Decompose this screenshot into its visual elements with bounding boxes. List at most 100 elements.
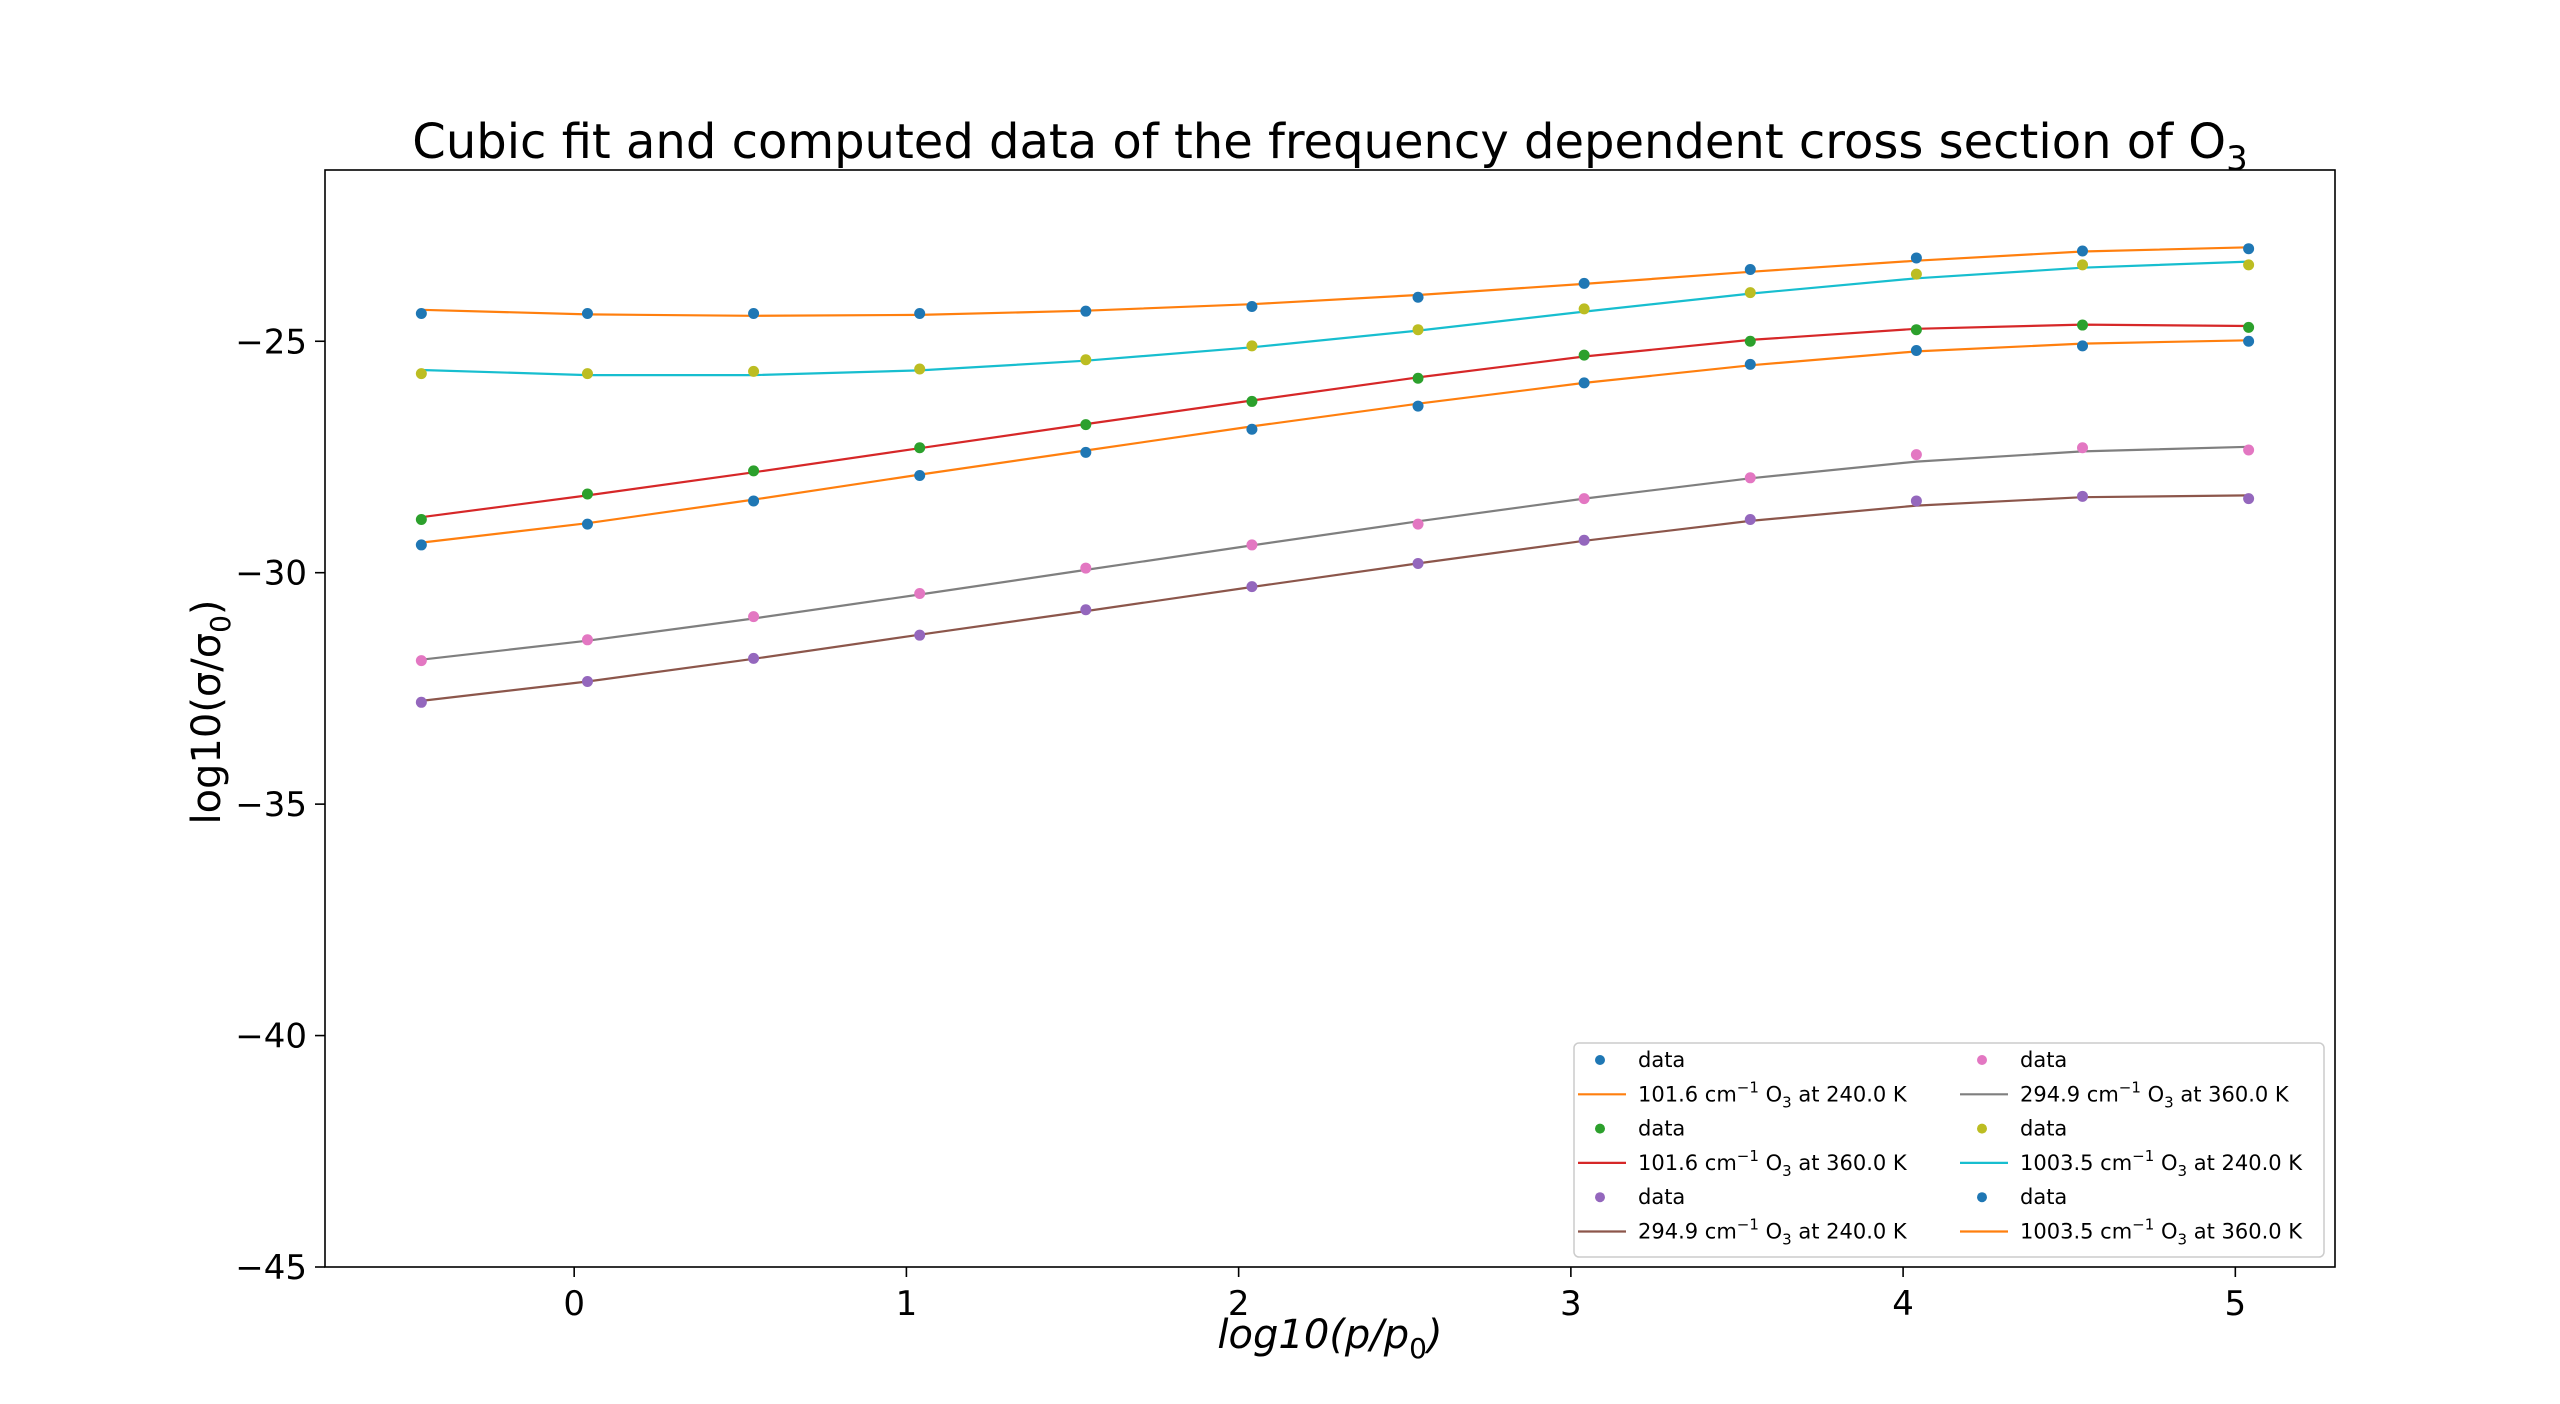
data-point-series-1 xyxy=(2077,319,2089,331)
data-point-series-2 xyxy=(1246,581,1258,593)
legend: data 101.6 cm−1 O3 at 240.0 K data 101.6 … xyxy=(1573,1042,2325,1258)
legend-fit-label-series-1: 101.6 cm−1 O3 at 360.0 K xyxy=(1638,1147,1908,1180)
data-point-series-2 xyxy=(581,675,593,687)
fit-line-series-4 xyxy=(421,260,2249,377)
data-point-series-5 xyxy=(1080,305,1092,317)
data-point-series-4 xyxy=(1246,340,1258,352)
data-point-series-0 xyxy=(1412,400,1424,412)
fit-line-series-2 xyxy=(421,494,2249,702)
data-point-series-0 xyxy=(1246,423,1258,435)
fit-line-series-5 xyxy=(421,246,2249,317)
data-point-series-5 xyxy=(914,307,926,319)
data-point-series-4 xyxy=(914,363,926,375)
data-point-series-0 xyxy=(1080,446,1092,458)
data-point-series-3 xyxy=(1246,539,1258,551)
data-point-series-4 xyxy=(1744,287,1756,299)
legend-data-label-series-0: data xyxy=(1638,1048,1685,1072)
data-point-series-1 xyxy=(1578,349,1590,361)
legend-fit-label-series-2: 294.9 cm−1 O3 at 240.0 K xyxy=(1638,1216,1908,1249)
y-tick-label: −30 xyxy=(235,554,307,594)
data-point-series-0 xyxy=(581,518,593,530)
legend-data-label-series-4: data xyxy=(2020,1117,2067,1141)
data-point-series-5 xyxy=(1578,277,1590,289)
data-point-series-3 xyxy=(914,588,926,600)
legend-data-label-series-1: data xyxy=(1638,1117,1685,1141)
data-point-series-0 xyxy=(2077,340,2089,352)
data-point-series-2 xyxy=(2077,490,2089,502)
data-point-series-1 xyxy=(1744,335,1756,347)
data-point-series-0 xyxy=(2243,335,2255,347)
y-tick-label: −40 xyxy=(235,1017,307,1057)
data-point-series-0 xyxy=(748,495,760,507)
legend-box xyxy=(1573,1042,2325,1258)
legend-marker-series-0 xyxy=(1595,1055,1605,1065)
data-point-series-3 xyxy=(2077,442,2089,454)
data-point-series-1 xyxy=(581,488,593,500)
fit-line-series-1 xyxy=(421,323,2249,519)
legend-marker-series-5 xyxy=(1977,1192,1987,1203)
data-point-series-4 xyxy=(1578,303,1590,315)
data-point-series-2 xyxy=(1910,495,1922,507)
data-point-series-2 xyxy=(1744,513,1756,525)
legend-fit-label-series-3: 294.9 cm−1 O3 at 360.0 K xyxy=(2020,1078,2290,1111)
data-point-series-1 xyxy=(1412,372,1424,384)
data-point-series-3 xyxy=(1080,562,1092,574)
legend-fit-label-series-5: 1003.5 cm−1 O3 at 360.0 K xyxy=(2020,1216,2303,1249)
data-point-series-3 xyxy=(2243,444,2255,456)
data-point-series-4 xyxy=(1412,324,1424,336)
data-point-series-4 xyxy=(2077,259,2089,271)
y-axis-label: log10(σ/σ0) xyxy=(184,599,237,824)
legend-marker-series-2 xyxy=(1595,1192,1605,1203)
data-point-series-5 xyxy=(748,307,760,319)
data-point-series-0 xyxy=(1744,358,1756,370)
legend-data-label-series-5: data xyxy=(2020,1185,2067,1209)
x-axis-label: log10(p/p0) xyxy=(1217,1312,1442,1365)
plot-frame xyxy=(324,169,2336,1268)
fit-line-series-3 xyxy=(421,445,2249,661)
x-tick-label: 2 xyxy=(1228,1284,1250,1324)
y-tick-label: −45 xyxy=(235,1248,307,1288)
legend-fit-label-series-4: 1003.5 cm−1 O3 at 240.0 K xyxy=(2020,1147,2303,1180)
data-point-series-4 xyxy=(581,368,593,380)
data-point-series-5 xyxy=(415,307,427,319)
data-point-series-0 xyxy=(415,539,427,551)
data-point-series-2 xyxy=(748,652,760,664)
data-point-series-5 xyxy=(1910,252,1922,264)
x-tick-label: 0 xyxy=(563,1284,585,1324)
data-point-series-1 xyxy=(1246,395,1258,407)
x-tick-label: 4 xyxy=(1892,1284,1914,1324)
data-point-series-4 xyxy=(748,365,760,377)
legend-marker-series-4 xyxy=(1977,1123,1987,1134)
axis-ticks: 0 1 2 3 4 5 −45 −40 −35 −30 −25 xyxy=(235,322,2246,1324)
data-point-series-2 xyxy=(1412,557,1424,569)
data-point-series-1 xyxy=(1080,419,1092,431)
data-points xyxy=(415,243,2255,708)
data-point-series-1 xyxy=(1910,324,1922,336)
data-point-series-4 xyxy=(415,368,427,380)
x-tick-label: 5 xyxy=(2225,1284,2247,1324)
data-point-series-2 xyxy=(914,629,926,641)
data-point-series-4 xyxy=(1910,268,1922,280)
data-point-series-1 xyxy=(914,442,926,454)
data-point-series-3 xyxy=(1744,472,1756,484)
legend-marker-series-1 xyxy=(1595,1123,1605,1134)
fit-line-series-0 xyxy=(421,339,2249,544)
data-point-series-3 xyxy=(1910,449,1922,461)
data-point-series-3 xyxy=(581,634,593,646)
data-point-series-0 xyxy=(914,469,926,481)
data-point-series-5 xyxy=(2243,243,2255,255)
data-point-series-5 xyxy=(1412,291,1424,303)
data-point-series-0 xyxy=(1578,377,1590,389)
legend-fit-label-series-0: 101.6 cm−1 O3 at 240.0 K xyxy=(1638,1078,1908,1111)
chart-title: Cubic fit and computed data of the frequ… xyxy=(412,114,2247,179)
data-point-series-1 xyxy=(748,465,760,477)
chart-title-subscript: 3 xyxy=(2226,139,2248,179)
data-point-series-1 xyxy=(415,513,427,525)
legend-data-label-series-2: data xyxy=(1638,1185,1685,1209)
legend-marker-series-3 xyxy=(1977,1055,1987,1065)
data-point-series-5 xyxy=(1246,301,1258,313)
data-point-series-4 xyxy=(1080,354,1092,366)
data-point-series-5 xyxy=(1744,264,1756,276)
legend-data-label-series-3: data xyxy=(2020,1048,2067,1072)
